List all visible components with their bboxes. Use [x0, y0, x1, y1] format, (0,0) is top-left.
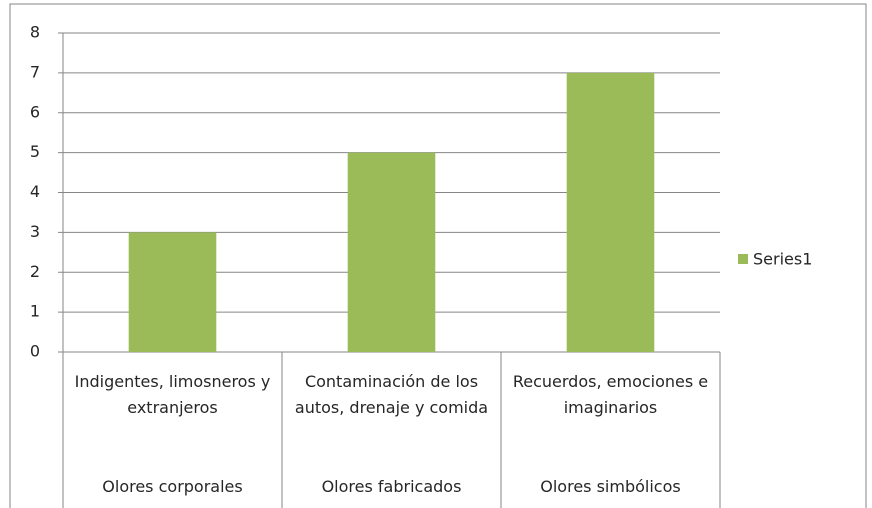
x-group-label: Olores corporales: [102, 477, 243, 496]
chart-border: [9, 3, 867, 508]
y-tick-label: 2: [30, 262, 40, 281]
y-tick-label: 4: [30, 182, 40, 201]
y-tick-label: 5: [30, 142, 40, 161]
y-tick-label: 3: [30, 222, 40, 241]
bar: [128, 232, 217, 352]
x-tick-label: Contaminación de los autos, drenaje y co…: [294, 372, 489, 417]
x-group-label: Olores fabricados: [321, 477, 462, 496]
legend-label: Series1: [753, 250, 812, 269]
x-tick-label: Recuerdos, emociones e imaginarios: [512, 372, 709, 417]
y-tick-label: 7: [30, 62, 40, 81]
legend-swatch: [738, 254, 748, 264]
y-tick-label: 1: [30, 302, 40, 321]
y-tick-label: 0: [30, 342, 40, 361]
x-tick-label: Indigentes, limosneros y extranjeros: [74, 372, 271, 417]
bar: [347, 152, 436, 352]
x-group-label: Olores simbólicos: [540, 477, 681, 496]
y-tick-label: 8: [30, 23, 40, 42]
bar: [566, 72, 655, 352]
y-tick-label: 6: [30, 102, 40, 121]
